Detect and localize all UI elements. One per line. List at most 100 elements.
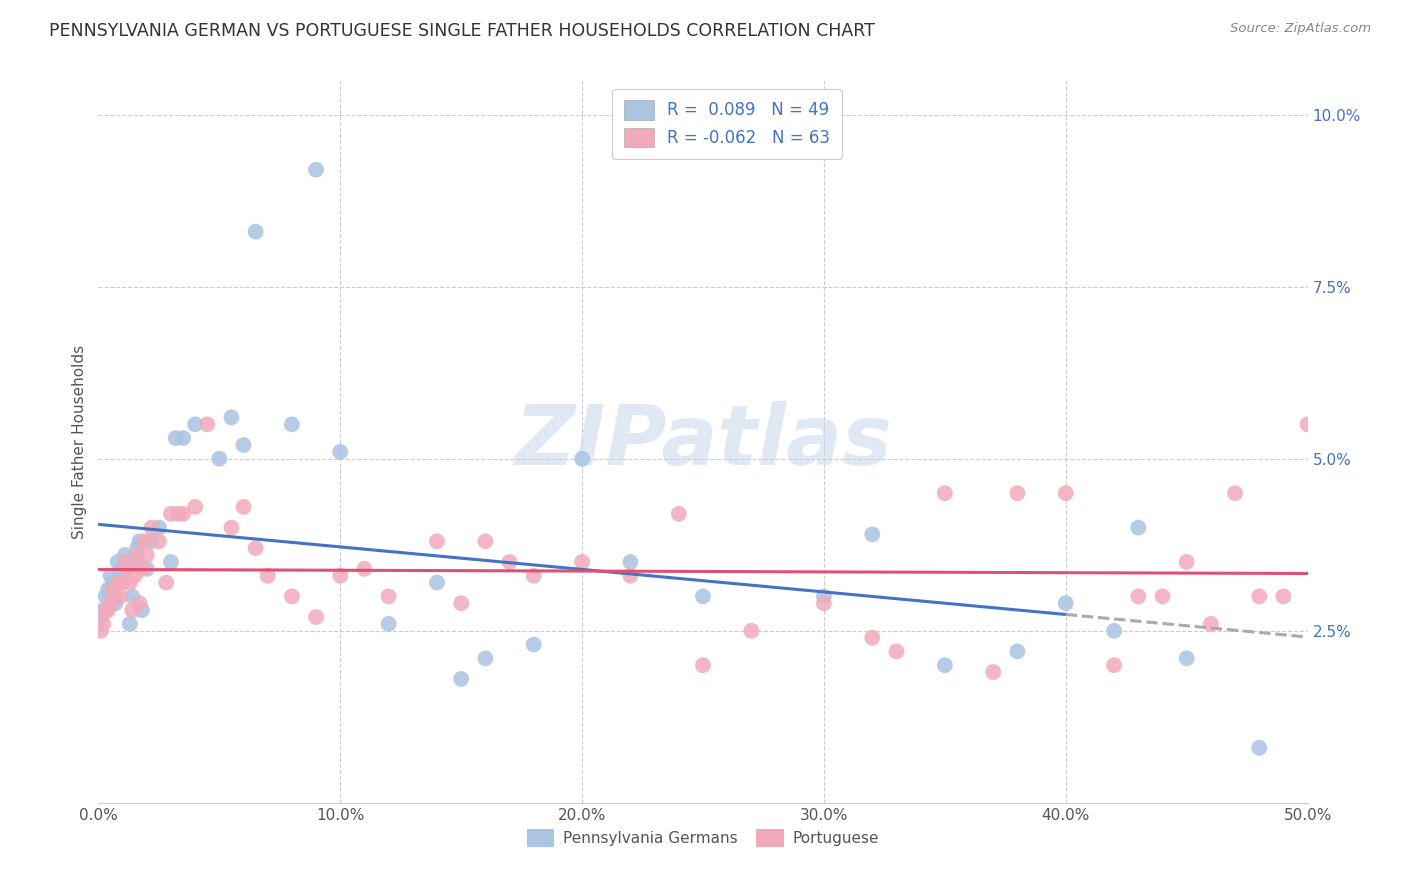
- Point: [117, 562, 139, 576]
- Point: [104, 590, 127, 604]
- Point: [353, 562, 375, 576]
- Point: [97, 582, 120, 597]
- Point: [172, 507, 194, 521]
- Point: [934, 486, 956, 500]
- Point: [886, 644, 908, 658]
- Point: [668, 507, 690, 521]
- Y-axis label: Single Father Households: Single Father Households: [72, 344, 87, 539]
- Point: [90, 610, 112, 624]
- Point: [571, 555, 593, 569]
- Point: [1223, 486, 1246, 500]
- Point: [107, 575, 129, 590]
- Point: [127, 548, 149, 562]
- Point: [114, 555, 136, 569]
- Point: [184, 417, 207, 432]
- Legend: Pennsylvania Germans, Portuguese: Pennsylvania Germans, Portuguese: [520, 823, 886, 853]
- Point: [813, 590, 835, 604]
- Point: [135, 562, 157, 576]
- Point: [305, 610, 328, 624]
- Point: [1175, 651, 1198, 665]
- Point: [134, 534, 156, 549]
- Point: [1007, 486, 1029, 500]
- Point: [1007, 644, 1029, 658]
- Point: [1054, 486, 1077, 500]
- Point: [860, 527, 883, 541]
- Point: [121, 590, 143, 604]
- Point: [474, 651, 496, 665]
- Point: [104, 596, 127, 610]
- Point: [256, 568, 278, 582]
- Point: [1102, 624, 1125, 638]
- Point: [1128, 590, 1150, 604]
- Point: [245, 225, 267, 239]
- Point: [141, 534, 163, 549]
- Point: [121, 603, 143, 617]
- Point: [91, 603, 114, 617]
- Point: [1296, 417, 1319, 432]
- Point: [1199, 616, 1222, 631]
- Point: [97, 603, 120, 617]
- Point: [128, 596, 150, 610]
- Point: [94, 590, 117, 604]
- Text: ZIPatlas: ZIPatlas: [515, 401, 891, 482]
- Point: [692, 658, 714, 673]
- Point: [740, 624, 762, 638]
- Point: [117, 562, 139, 576]
- Point: [160, 507, 183, 521]
- Point: [619, 555, 641, 569]
- Point: [165, 431, 187, 445]
- Point: [377, 616, 399, 631]
- Point: [329, 445, 352, 459]
- Point: [160, 555, 183, 569]
- Point: [184, 500, 207, 514]
- Point: [498, 555, 520, 569]
- Point: [101, 582, 124, 597]
- Point: [127, 541, 149, 556]
- Point: [450, 672, 472, 686]
- Point: [91, 616, 114, 631]
- Point: [523, 638, 546, 652]
- Point: [281, 590, 304, 604]
- Point: [108, 590, 131, 604]
- Point: [523, 568, 546, 582]
- Point: [981, 665, 1004, 679]
- Point: [1175, 555, 1198, 569]
- Point: [167, 507, 190, 521]
- Point: [692, 590, 714, 604]
- Point: [281, 417, 304, 432]
- Point: [107, 555, 129, 569]
- Point: [101, 575, 124, 590]
- Point: [141, 520, 163, 534]
- Point: [124, 568, 146, 582]
- Point: [128, 534, 150, 549]
- Point: [934, 658, 956, 673]
- Point: [1272, 590, 1295, 604]
- Point: [124, 555, 146, 569]
- Point: [1249, 590, 1271, 604]
- Point: [474, 534, 496, 549]
- Point: [1054, 596, 1077, 610]
- Point: [221, 520, 243, 534]
- Point: [131, 562, 153, 576]
- Point: [100, 568, 122, 582]
- Point: [232, 500, 254, 514]
- Point: [94, 603, 117, 617]
- Point: [571, 451, 593, 466]
- Text: PENNSYLVANIA GERMAN VS PORTUGUESE SINGLE FATHER HOUSEHOLDS CORRELATION CHART: PENNSYLVANIA GERMAN VS PORTUGUESE SINGLE…: [49, 22, 875, 40]
- Point: [111, 562, 134, 576]
- Point: [111, 575, 134, 590]
- Point: [208, 451, 231, 466]
- Point: [860, 631, 883, 645]
- Text: Source: ZipAtlas.com: Source: ZipAtlas.com: [1230, 22, 1371, 36]
- Point: [148, 520, 170, 534]
- Point: [100, 596, 122, 610]
- Point: [1128, 520, 1150, 534]
- Point: [1102, 658, 1125, 673]
- Point: [195, 417, 218, 432]
- Point: [108, 568, 131, 582]
- Point: [90, 624, 112, 638]
- Point: [245, 541, 267, 556]
- Point: [131, 603, 153, 617]
- Point: [426, 575, 449, 590]
- Point: [118, 575, 141, 590]
